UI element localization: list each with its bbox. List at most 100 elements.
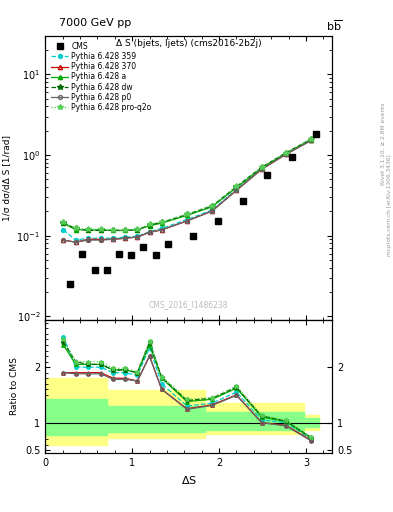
X-axis label: $\Delta$S: $\Delta$S [181, 474, 196, 485]
Pythia 6.428 359 [159, 225, 164, 231]
Pythia 6.428 a [147, 223, 152, 229]
Pythia 6.428 370 [99, 236, 103, 242]
Pythia 6.428 370 [309, 137, 314, 143]
CMS [105, 266, 109, 272]
Pythia 6.428 370 [259, 166, 264, 173]
Pythia 6.428 dw [123, 227, 128, 233]
Pythia 6.428 dw [210, 203, 215, 209]
Pythia 6.428 p0 [210, 208, 215, 214]
Text: b$\overline{\rm b}$: b$\overline{\rm b}$ [326, 18, 342, 33]
Pythia 6.428 p0 [309, 137, 314, 143]
Pythia 6.428 pro-q2o [284, 150, 288, 156]
Pythia 6.428 pro-q2o [234, 183, 239, 189]
Pythia 6.428 dw [61, 220, 66, 226]
Pythia 6.428 p0 [85, 237, 90, 243]
CMS [240, 198, 245, 204]
CMS [314, 131, 319, 137]
Pythia 6.428 370 [111, 236, 116, 242]
Pythia 6.428 a [85, 227, 90, 233]
CMS [129, 252, 134, 258]
Pythia 6.428 359 [147, 228, 152, 234]
Pythia 6.428 pro-q2o [85, 226, 90, 232]
Pythia 6.428 370 [210, 208, 215, 214]
Pythia 6.428 p0 [99, 237, 103, 243]
CMS [67, 281, 72, 287]
Pythia 6.428 359 [85, 235, 90, 241]
Y-axis label: Ratio to CMS: Ratio to CMS [10, 357, 19, 416]
Pythia 6.428 p0 [111, 236, 116, 242]
Line: Pythia 6.428 pro-q2o: Pythia 6.428 pro-q2o [61, 136, 314, 232]
Pythia 6.428 359 [284, 151, 288, 157]
Pythia 6.428 pro-q2o [99, 226, 103, 232]
Pythia 6.428 370 [123, 235, 128, 241]
Pythia 6.428 370 [147, 229, 152, 236]
Pythia 6.428 pro-q2o [135, 226, 140, 232]
Pythia 6.428 pro-q2o [259, 164, 264, 170]
Pythia 6.428 a [99, 227, 103, 233]
CMS [141, 244, 146, 250]
CMS [290, 154, 294, 160]
Text: 7000 GeV pp: 7000 GeV pp [59, 18, 131, 28]
Pythia 6.428 pro-q2o [111, 227, 116, 233]
Pythia 6.428 a [259, 165, 264, 171]
Pythia 6.428 dw [85, 227, 90, 233]
Pythia 6.428 359 [259, 166, 264, 172]
Pythia 6.428 370 [135, 234, 140, 240]
Pythia 6.428 a [135, 227, 140, 233]
Pythia 6.428 dw [135, 227, 140, 233]
Pythia 6.428 dw [259, 164, 264, 170]
Line: Pythia 6.428 p0: Pythia 6.428 p0 [62, 138, 313, 244]
Pythia 6.428 a [159, 220, 164, 226]
Pythia 6.428 a [73, 227, 78, 233]
Pythia 6.428 370 [234, 187, 239, 194]
CMS [264, 172, 269, 178]
Pythia 6.428 370 [61, 237, 66, 243]
Pythia 6.428 a [123, 227, 128, 233]
Pythia 6.428 a [309, 137, 314, 143]
Pythia 6.428 p0 [284, 151, 288, 157]
Pythia 6.428 370 [284, 151, 288, 157]
Pythia 6.428 359 [61, 227, 66, 233]
Text: Δ S (bjets, ljets) (cms2016-2b2j): Δ S (bjets, ljets) (cms2016-2b2j) [116, 39, 261, 48]
Pythia 6.428 a [61, 220, 66, 226]
Pythia 6.428 dw [99, 227, 103, 233]
Pythia 6.428 dw [185, 211, 189, 218]
CMS [117, 250, 121, 257]
Pythia 6.428 dw [159, 219, 164, 225]
Y-axis label: 1/σ dσ/dΔ S [1/rad]: 1/σ dσ/dΔ S [1/rad] [2, 135, 11, 221]
Pythia 6.428 pro-q2o [210, 203, 215, 209]
Pythia 6.428 dw [147, 222, 152, 228]
Pythia 6.428 p0 [159, 227, 164, 233]
Pythia 6.428 dw [284, 150, 288, 156]
Line: Pythia 6.428 370: Pythia 6.428 370 [61, 138, 313, 244]
Line: Pythia 6.428 dw: Pythia 6.428 dw [61, 136, 314, 233]
Pythia 6.428 359 [135, 233, 140, 240]
Pythia 6.428 a [111, 227, 116, 233]
CMS [153, 252, 158, 258]
CMS [92, 266, 97, 272]
Pythia 6.428 359 [73, 237, 78, 243]
Line: Pythia 6.428 a: Pythia 6.428 a [61, 137, 313, 232]
Pythia 6.428 pro-q2o [185, 211, 189, 217]
Pythia 6.428 359 [99, 235, 103, 241]
Text: mcplots.cern.ch [arXiv:1306.3436]: mcplots.cern.ch [arXiv:1306.3436] [387, 154, 391, 255]
CMS [191, 232, 195, 239]
Pythia 6.428 dw [111, 227, 116, 233]
Pythia 6.428 p0 [234, 187, 239, 194]
Pythia 6.428 pro-q2o [147, 221, 152, 227]
Pythia 6.428 359 [185, 217, 189, 223]
Pythia 6.428 370 [85, 236, 90, 242]
Pythia 6.428 a [234, 184, 239, 190]
Pythia 6.428 p0 [61, 237, 66, 243]
Pythia 6.428 p0 [135, 234, 140, 240]
Legend: CMS, Pythia 6.428 359, Pythia 6.428 370, Pythia 6.428 a, Pythia 6.428 dw, Pythia: CMS, Pythia 6.428 359, Pythia 6.428 370,… [49, 39, 154, 114]
CMS [165, 241, 170, 247]
Pythia 6.428 359 [210, 207, 215, 213]
Pythia 6.428 p0 [123, 235, 128, 241]
Line: CMS: CMS [66, 131, 320, 287]
Pythia 6.428 370 [73, 239, 78, 245]
Pythia 6.428 p0 [259, 166, 264, 173]
Pythia 6.428 a [210, 204, 215, 210]
Pythia 6.428 dw [234, 184, 239, 190]
Pythia 6.428 dw [73, 225, 78, 231]
